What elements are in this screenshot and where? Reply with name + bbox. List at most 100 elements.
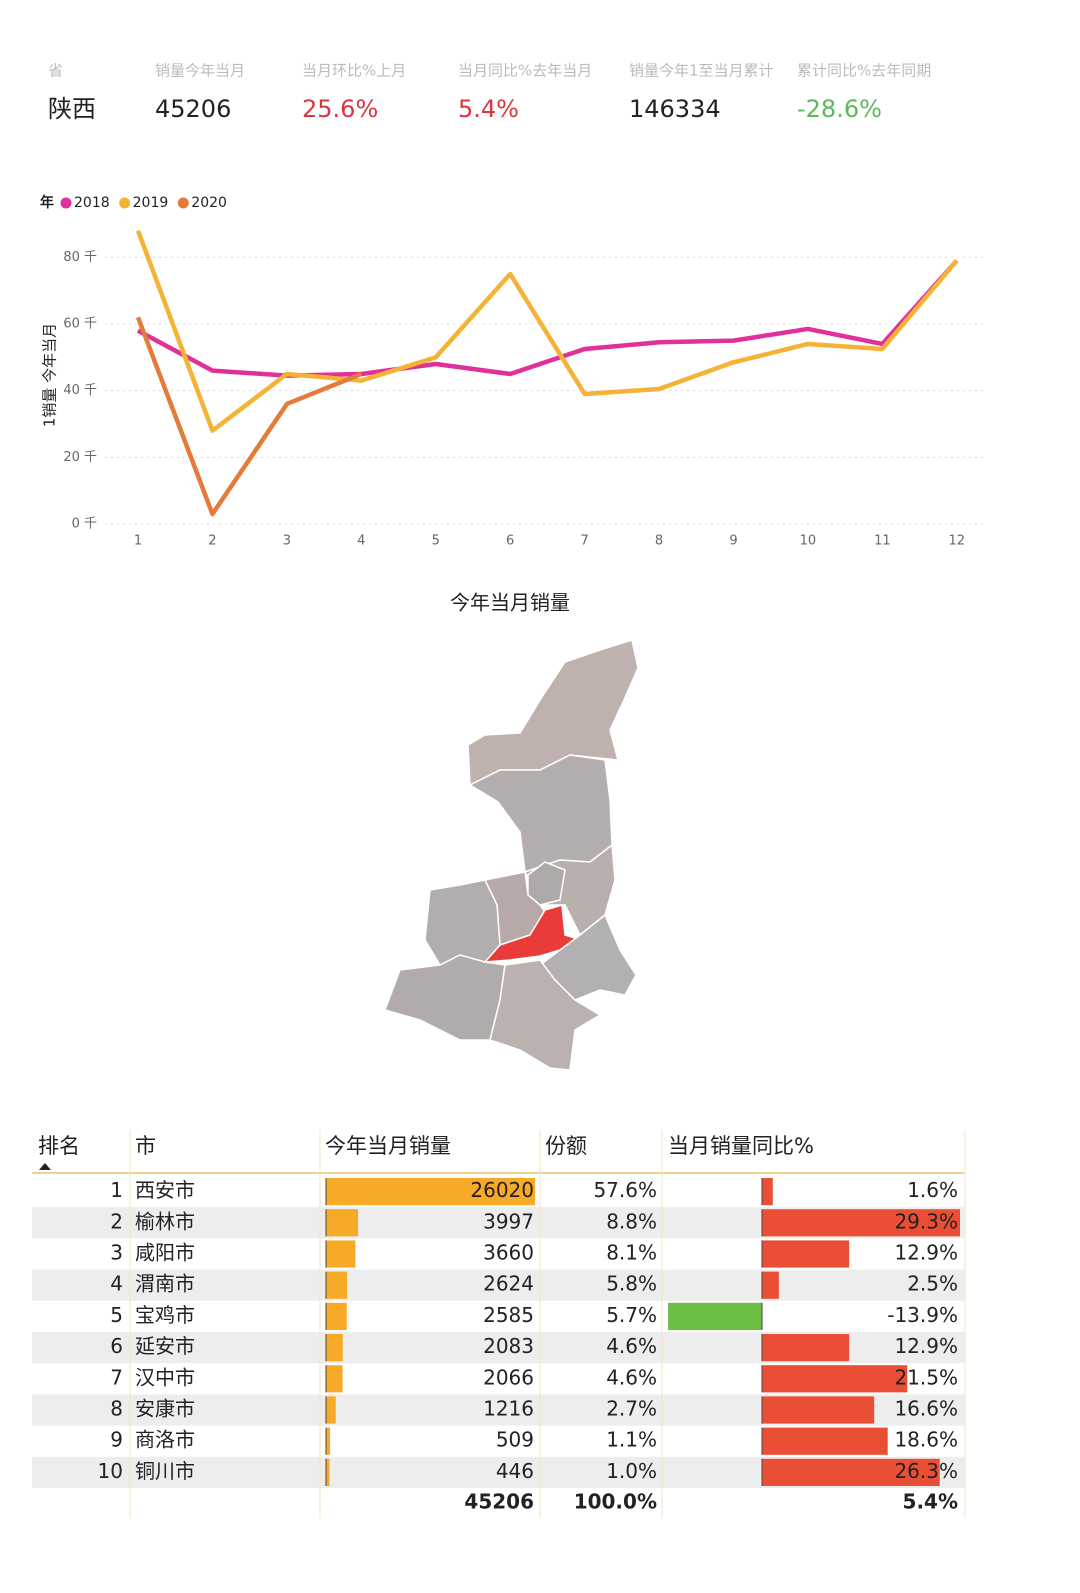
sales-bar: [326, 1271, 348, 1299]
series-line: [135, 229, 959, 433]
city: 宝鸡市: [135, 1303, 195, 1327]
legend-label: 2018: [74, 195, 110, 211]
legend-title: 年: [40, 194, 54, 211]
yoy: 12.9%: [894, 1241, 958, 1265]
region: [483, 904, 585, 963]
yoy-bar: [762, 1178, 773, 1206]
city: 榆林市: [135, 1209, 195, 1233]
sales-bar: [326, 1365, 343, 1393]
kpi-value: 25.6%: [302, 95, 378, 123]
yoy-bar: [762, 1334, 850, 1362]
y-tick-label: 0 千: [72, 517, 97, 532]
rank: 8: [110, 1397, 123, 1421]
city: 渭南市: [135, 1272, 195, 1296]
legend-marker: [177, 197, 189, 209]
region: [489, 959, 602, 1071]
rank: 5: [110, 1303, 123, 1327]
region: [538, 913, 637, 1001]
yoy-bar: [762, 1427, 888, 1455]
share: 8.1%: [606, 1241, 657, 1265]
yoy-bar: [762, 1365, 908, 1393]
x-tick-label: 12: [949, 534, 966, 549]
x-tick-label: 2: [208, 534, 216, 549]
yoy: 29.3%: [894, 1209, 958, 1233]
legend-marker: [119, 197, 131, 209]
rank: 10: [98, 1459, 123, 1483]
sales-bar: [326, 1427, 331, 1455]
sales-bar: [326, 1458, 330, 1486]
share: 1.0%: [606, 1459, 657, 1483]
share: 1.1%: [606, 1428, 657, 1452]
yoy-bar: [762, 1271, 779, 1299]
kpi-value: 陕西: [48, 95, 96, 123]
share: 57.6%: [593, 1178, 657, 1202]
yoy: 18.6%: [894, 1428, 958, 1452]
rank: 6: [110, 1334, 123, 1358]
yoy: 2.5%: [907, 1272, 958, 1296]
sort-icon: [39, 1163, 51, 1170]
sales-bar: [326, 1334, 343, 1362]
map: [384, 639, 639, 1071]
yoy: 16.6%: [894, 1397, 958, 1421]
legend-marker: [60, 197, 72, 209]
kpi-label: 累计同比%去年同期: [797, 62, 931, 80]
kpi-value: 5.4%: [458, 95, 519, 123]
y-tick-label: 60 千: [63, 316, 97, 331]
region: [424, 879, 501, 966]
share: 5.7%: [606, 1303, 657, 1327]
sales-bar: [326, 1240, 356, 1268]
yoy-bar: [762, 1209, 960, 1237]
row-band: [32, 1269, 965, 1301]
map-title: 今年当月销量: [450, 591, 570, 615]
sales-bar: [326, 1302, 347, 1330]
kpi-label: 省: [48, 62, 63, 80]
yoy: 1.6%: [907, 1178, 958, 1202]
share: 4.6%: [606, 1365, 657, 1389]
total-yoy: 5.4%: [903, 1490, 958, 1514]
yoy: 26.3%: [894, 1459, 958, 1483]
city: 铜川市: [135, 1459, 195, 1483]
region: [384, 954, 506, 1041]
column-header: 今年当月销量: [325, 1134, 451, 1158]
kpi-value: -28.6%: [797, 95, 882, 123]
column-header: 份额: [545, 1134, 587, 1158]
city: 延安市: [135, 1334, 195, 1358]
yoy-bar: [762, 1396, 875, 1424]
city: 咸阳市: [135, 1241, 195, 1265]
sales: 2066: [483, 1365, 534, 1389]
x-tick-label: 4: [357, 534, 365, 549]
city: 汉中市: [135, 1365, 195, 1389]
yoy-bar: [762, 1240, 850, 1268]
x-tick-label: 8: [655, 534, 663, 549]
rank: 2: [110, 1209, 123, 1233]
total-sales: 45206: [464, 1490, 534, 1514]
sales-bar: [326, 1178, 535, 1206]
sales: 509: [496, 1428, 534, 1452]
x-tick-label: 7: [580, 534, 588, 549]
column-header: 排名: [38, 1134, 80, 1158]
x-tick-label: 6: [506, 534, 514, 549]
share: 2.7%: [606, 1397, 657, 1421]
kpi-value: 146334: [629, 95, 721, 123]
legend-label: 2019: [133, 195, 169, 211]
x-tick-label: 11: [874, 534, 891, 549]
sales: 26020: [470, 1178, 534, 1202]
sales: 3997: [483, 1209, 534, 1233]
y-tick-label: 40 千: [63, 383, 97, 398]
x-tick-label: 3: [283, 534, 291, 549]
sales: 1216: [483, 1397, 534, 1421]
yoy: 21.5%: [894, 1365, 958, 1389]
sales: 446: [496, 1459, 534, 1483]
rank: 3: [110, 1241, 123, 1265]
sales: 2083: [483, 1334, 534, 1358]
y-tick-label: 80 千: [63, 250, 97, 265]
kpi-label: 销量今年当月: [155, 62, 245, 80]
column-header: 市: [135, 1134, 156, 1158]
rank: 4: [110, 1272, 123, 1296]
series-line: [135, 316, 363, 517]
series-line: [136, 259, 959, 378]
x-tick-label: 10: [800, 534, 817, 549]
rank: 7: [110, 1365, 123, 1389]
y-tick-label: 20 千: [63, 450, 97, 465]
